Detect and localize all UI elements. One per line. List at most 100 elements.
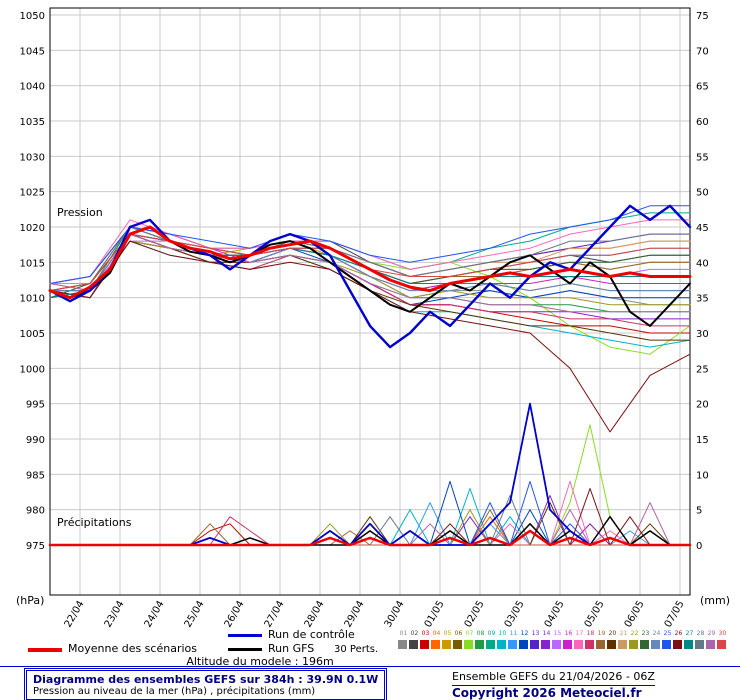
pert-number-13: 13 <box>531 630 540 637</box>
y-right-tick-label: 25 <box>696 364 709 375</box>
pert-number-26: 26 <box>674 630 683 637</box>
pert-number-03: 03 <box>421 630 430 637</box>
y-right-tick-label: 30 <box>696 329 709 340</box>
y-left-tick-label: 1005 <box>20 329 45 340</box>
pert-square-02 <box>409 640 418 649</box>
pert-square-10 <box>497 640 506 649</box>
y-right-tick-label: 65 <box>696 82 709 93</box>
control-line-sample <box>228 634 262 637</box>
pert-number-10: 10 <box>498 630 507 637</box>
y-left-tick-label: 1035 <box>20 117 45 128</box>
precip-line-member-12 <box>49 480 691 546</box>
pert-square-25 <box>662 640 671 649</box>
x-tick-label: 22/04 <box>63 599 87 629</box>
pert-square-27 <box>684 640 693 649</box>
y-right-tick-label: 10 <box>696 470 709 481</box>
copyright: Copyright 2026 Meteociel.fr <box>452 686 642 700</box>
pert-number-24: 24 <box>652 630 661 637</box>
pert-square-28 <box>695 640 704 649</box>
x-tick-label: 03/05 <box>503 599 527 629</box>
y-right-tick-label: 75 <box>696 11 709 22</box>
pert-square-05 <box>442 640 451 649</box>
x-tick-label: 30/04 <box>383 599 407 629</box>
y-right-tick-label: 50 <box>696 188 709 199</box>
pert-square-01 <box>398 640 407 649</box>
pert-number-28: 28 <box>696 630 705 637</box>
pert-number-15: 15 <box>553 630 562 637</box>
pressure-line-member-07 <box>49 233 691 355</box>
y-left-tick-label: 995 <box>26 400 45 411</box>
pert-square-12 <box>519 640 528 649</box>
pert-square-04 <box>431 640 440 649</box>
y-right-tick-label: 35 <box>696 294 709 305</box>
left-axis-unit: (hPa) <box>16 594 45 607</box>
pert-square-20 <box>607 640 616 649</box>
precip-section-label: Précipitations <box>57 516 132 529</box>
y-left-tick-label: 1015 <box>20 258 45 269</box>
x-tick-label: 07/05 <box>663 599 687 629</box>
x-tick-label: 04/05 <box>543 599 567 629</box>
pert-square-26 <box>673 640 682 649</box>
x-tick-label: 26/04 <box>223 599 247 629</box>
mean-line-sample <box>28 648 62 652</box>
y-left-tick-label: 1025 <box>20 188 45 199</box>
pert-square-19 <box>596 640 605 649</box>
x-tick-label: 25/04 <box>183 599 207 629</box>
pert-number-05: 05 <box>443 630 452 637</box>
y-left-tick-label: 1000 <box>20 364 45 375</box>
precip-line-member-17 <box>49 480 691 546</box>
x-tick-label: 29/04 <box>343 599 367 629</box>
chart-title: Diagramme des ensembles GEFS sur 384h : … <box>33 673 379 686</box>
pert-number-21: 21 <box>619 630 628 637</box>
pert-square-29 <box>706 640 715 649</box>
mean-legend-label: Moyenne des scénarios <box>68 642 197 655</box>
y-left-tick-label: 990 <box>26 435 45 446</box>
pert-number-04: 04 <box>432 630 441 637</box>
pert-square-08 <box>475 640 484 649</box>
pert-number-23: 23 <box>641 630 650 637</box>
chart-subtitle: Pression au niveau de la mer (hPa) , pré… <box>33 686 316 697</box>
pressure-section-label: Pression <box>57 206 103 219</box>
pressure-line-member-29 <box>49 233 691 313</box>
y-left-tick-label: 1010 <box>20 294 45 305</box>
y-right-tick-label: 55 <box>696 152 709 163</box>
pert-square-21 <box>618 640 627 649</box>
pert-number-09: 09 <box>487 630 496 637</box>
y-left-tick-label: 980 <box>26 506 45 517</box>
pressure-line-member-10 <box>49 240 691 348</box>
pert-square-11 <box>508 640 517 649</box>
y-right-tick-label: 15 <box>696 435 709 446</box>
y-left-tick-label: 1040 <box>20 82 45 93</box>
pert-square-18 <box>585 640 594 649</box>
pert-square-06 <box>453 640 462 649</box>
run-info: Ensemble GEFS du 21/04/2026 - 06Z <box>452 670 655 686</box>
pert-number-22: 22 <box>630 630 639 637</box>
right-axis-unit: (mm) <box>700 594 731 607</box>
pressure-line-control <box>48 204 692 349</box>
y-right-tick-label: 40 <box>696 258 709 269</box>
x-tick-label: 23/04 <box>103 599 127 629</box>
y-left-tick-label: 985 <box>26 470 45 481</box>
pressure-line-mean <box>48 225 692 300</box>
pressure-line-member-28 <box>49 226 691 292</box>
pert-number-06: 06 <box>454 630 463 637</box>
perts-count-label: 30 Perts. <box>334 644 379 655</box>
pert-square-16 <box>563 640 572 649</box>
footer-divider <box>0 666 740 667</box>
pert-square-03 <box>420 640 429 649</box>
gfs-legend-label: Run GFS <box>268 642 315 655</box>
x-tick-label: 06/05 <box>623 599 647 629</box>
pert-square-13 <box>530 640 539 649</box>
y-right-tick-label: 5 <box>696 506 702 517</box>
y-right-tick-label: 60 <box>696 117 709 128</box>
y-left-tick-label: 975 <box>26 541 45 552</box>
pert-square-22 <box>629 640 638 649</box>
y-left-tick-label: 1030 <box>20 152 45 163</box>
pert-square-14 <box>541 640 550 649</box>
pert-square-17 <box>574 640 583 649</box>
pert-number-02: 02 <box>410 630 419 637</box>
pert-number-07: 07 <box>465 630 474 637</box>
chart-title-box: Diagramme des ensembles GEFS sur 384h : … <box>23 668 388 700</box>
pert-number-19: 19 <box>597 630 606 637</box>
